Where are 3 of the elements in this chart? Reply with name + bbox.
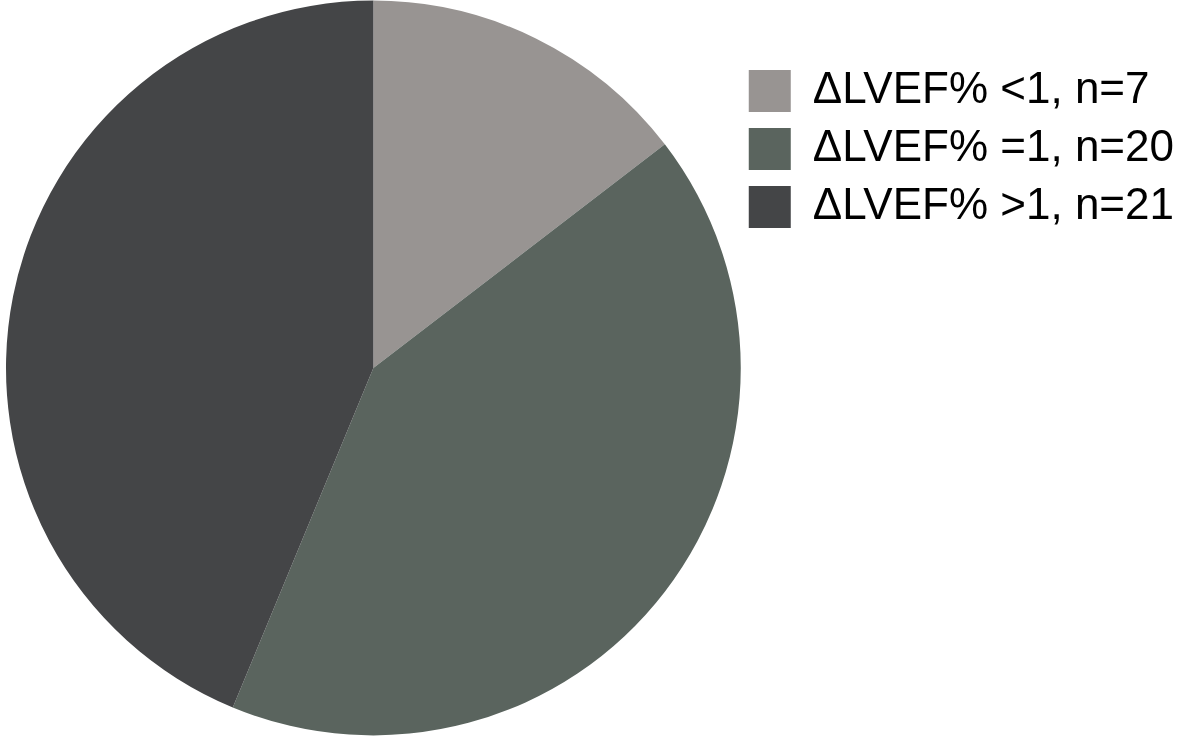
legend-label: ΔLVEF% >1, n=21 [812,179,1175,229]
legend-label: ΔLVEF% <1, n=7 [812,63,1150,113]
legend-label: ΔLVEF% =1, n=20 [812,121,1175,171]
